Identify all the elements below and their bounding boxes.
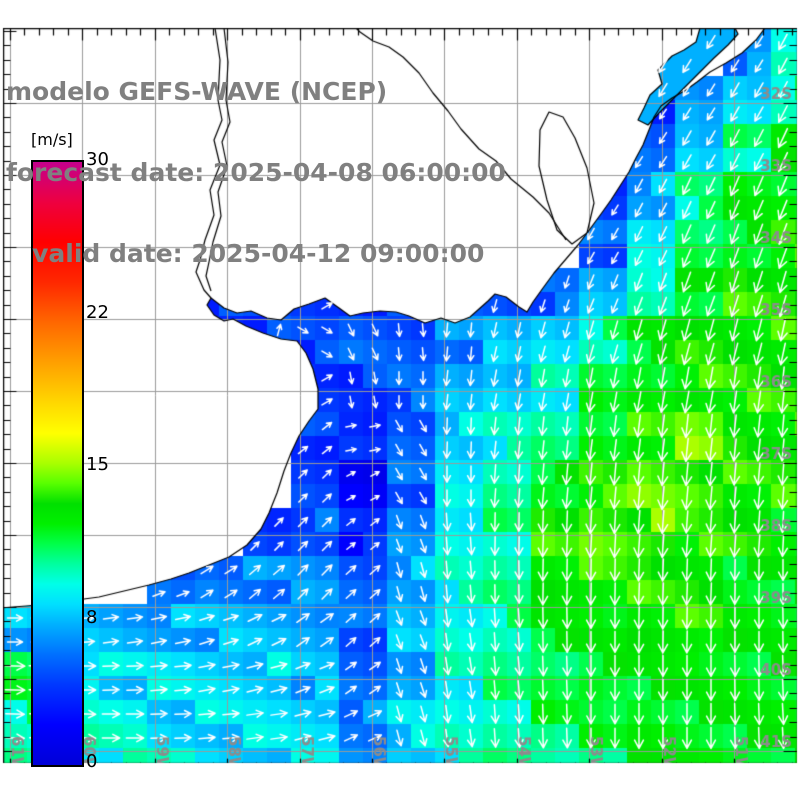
colorbar-unit-label: [m/s]: [31, 130, 73, 149]
model-title: modelo GEFS-WAVE (NCEP): [6, 77, 388, 106]
valid-date: valid date: 2025-04-12 09:00:00: [6, 239, 485, 268]
colorbar-tick-30: 30: [86, 149, 109, 170]
forecast-date: forecast date: 2025-04-08 06:00:00: [6, 158, 506, 187]
title-block: modelo GEFS-WAVE (NCEP) forecast date: 2…: [6, 24, 506, 321]
colorbar-tick-22: 22: [86, 302, 109, 323]
colorbar-tick-8: 8: [86, 607, 98, 628]
colorbar-tick-0: 0: [86, 751, 98, 772]
colorbar-tick-15: 15: [86, 454, 109, 475]
colorbar-gradient: [31, 160, 84, 767]
